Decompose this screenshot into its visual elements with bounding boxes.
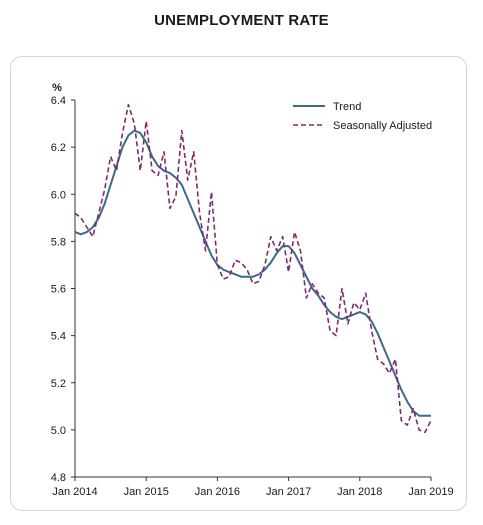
- legend-label: Trend: [333, 101, 361, 113]
- y-tick-label: 5.0: [51, 425, 66, 437]
- x-tick-label: Jan 2014: [52, 486, 97, 498]
- y-tick-label: 5.4: [51, 331, 66, 343]
- y-tick-label: 4.8: [51, 472, 66, 484]
- x-tick-label: Jan 2016: [195, 486, 240, 498]
- y-tick-label: 6.2: [51, 142, 66, 154]
- y-tick-label: 6.0: [51, 189, 66, 201]
- series-line-trend: [74, 129, 431, 417]
- y-axis-unit: %: [52, 82, 62, 94]
- y-tick-label: 5.2: [51, 378, 66, 390]
- x-tick-label: Jan 2019: [408, 486, 453, 498]
- y-tick-label: 5.8: [51, 236, 66, 248]
- legend-label: Seasonally Adjusted: [333, 120, 432, 132]
- chart-title: UNEMPLOYMENT RATE: [154, 12, 329, 29]
- y-tick-label: 6.4: [51, 95, 66, 107]
- x-tick-label: Jan 2015: [124, 486, 169, 498]
- x-tick-label: Jan 2018: [337, 486, 382, 498]
- series-line-seasonally-adjusted: [74, 103, 432, 434]
- y-tick-label: 5.6: [51, 284, 66, 296]
- x-tick-label: Jan 2017: [266, 486, 311, 498]
- chart-frame: [10, 56, 467, 511]
